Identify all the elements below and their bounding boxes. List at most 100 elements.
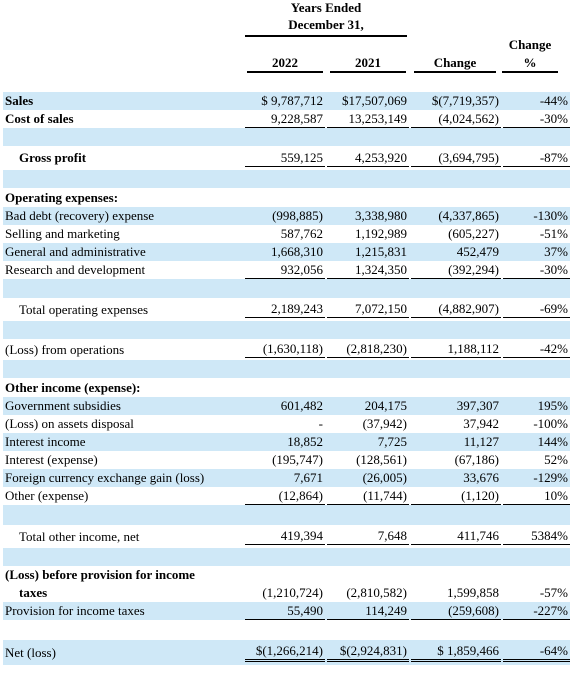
table-row: Foreign currency exchange gain (loss) 7,6… xyxy=(3,469,570,487)
spacer-row xyxy=(3,505,570,525)
cell-value: (128,561) xyxy=(356,452,407,467)
header-2022: 2022 xyxy=(247,55,323,73)
table-row: General and administrative 1,668,310 1,215… xyxy=(3,243,570,261)
cell-value: 932,056 xyxy=(245,262,325,279)
table-row: Interest (expense) (195,747) (128,561) (67,… xyxy=(3,451,570,469)
table-row: Government subsidies 601,482 204,175 397,30… xyxy=(3,397,570,415)
spacer-row xyxy=(3,548,570,566)
cell-value: - xyxy=(318,416,323,431)
table-row: Other (expense) (12,864) (11,744) (1,120) 10… xyxy=(3,487,570,505)
row-label: Selling and marketing xyxy=(5,226,120,241)
cell-value: 9,228,587 xyxy=(245,111,325,128)
row-label: Cost of sales xyxy=(5,111,74,126)
cell-value: (37,942) xyxy=(362,416,407,431)
row-label: Government subsidies xyxy=(5,398,121,413)
cell-value: 144% xyxy=(537,434,568,449)
row-label: Bad debt (recovery) expense xyxy=(5,208,155,223)
cell-value: (2,810,582) xyxy=(346,585,407,600)
cell-value: -42% xyxy=(503,341,570,358)
cell-value: (11,744) xyxy=(327,488,409,505)
table-row: Other income (expense): xyxy=(3,378,570,397)
row-label: (Loss) before provision for income xyxy=(5,567,195,582)
table-row: Selling and marketing 587,762 1,192,989 (60… xyxy=(3,225,570,243)
row-label: Gross profit xyxy=(19,150,87,165)
cell-value: 7,671 xyxy=(293,470,323,485)
spacer-row xyxy=(3,128,570,146)
row-label: (Loss) on assets disposal xyxy=(5,416,134,431)
table-row: (Loss) from operations (1,630,118) (2,818,… xyxy=(3,339,570,360)
cell-value: 7,648 xyxy=(327,528,409,545)
cell-value: (1,630,118) xyxy=(245,341,325,358)
cell-value: -51% xyxy=(539,226,568,241)
cell-value: 559,125 xyxy=(245,150,325,167)
table-row: (Loss) before provision for income xyxy=(3,566,570,584)
row-label: Operating expenses: xyxy=(5,189,119,205)
row-label: Sales xyxy=(5,93,34,108)
cell-value: $(1,266,214) xyxy=(245,643,325,662)
row-label: (Loss) from operations xyxy=(5,341,125,357)
table-row: taxes (1,210,724) (2,810,582) 1,599,858 -57% xyxy=(3,584,570,602)
table-row: Sales $ 9,787,712 $17,507,069 $(7,719,357) -… xyxy=(3,92,570,110)
cell-value: 33,676 xyxy=(463,470,499,485)
spacer-row xyxy=(3,620,570,640)
cell-value: 37,942 xyxy=(463,416,499,431)
header-change: Change xyxy=(414,55,496,73)
table-row: Operating expenses: xyxy=(3,188,570,207)
cell-value: 4,253,920 xyxy=(327,150,409,167)
table-row: Net (loss) $(1,266,214) $(2,924,831) $ 1,85… xyxy=(3,640,570,665)
spacer-row xyxy=(3,321,570,339)
header-date: December 31, xyxy=(245,17,407,37)
cell-value: 3,338,980 xyxy=(355,208,407,223)
header-pct: % xyxy=(502,55,558,73)
table-row: Research and development 932,056 1,324,350… xyxy=(3,261,570,279)
table-row: Cost of sales 9,228,587 13,253,149 (4,024,5… xyxy=(3,110,570,128)
cell-value: -130% xyxy=(533,208,568,223)
cell-value: 7,725 xyxy=(377,434,407,449)
cell-value: -129% xyxy=(533,470,568,485)
cell-value: (4,882,907) xyxy=(411,301,501,318)
spacer-row xyxy=(3,279,570,298)
row-label: Interest income xyxy=(5,434,86,449)
row-label: taxes xyxy=(19,585,48,600)
cell-value: 1,192,989 xyxy=(355,226,407,241)
row-label: Total operating expenses xyxy=(19,301,149,317)
cell-value: (3,694,795) xyxy=(411,150,501,167)
cell-value: $ 9,787,712 xyxy=(261,93,323,108)
cell-value: -64% xyxy=(503,643,570,662)
table-row: Total other income, net 419,394 7,648 411,7… xyxy=(3,525,570,548)
row-label: Net (loss) xyxy=(5,644,56,660)
row-label: Interest (expense) xyxy=(5,452,98,467)
header-change-pct: Change xyxy=(508,37,552,52)
cell-value: 601,482 xyxy=(280,398,323,413)
row-label: Other income (expense): xyxy=(5,379,141,395)
cell-value: (998,885) xyxy=(272,208,323,223)
cell-value: -57% xyxy=(539,585,568,600)
cell-value: 411,746 xyxy=(411,528,501,545)
table-row: Interest income 18,852 7,725 11,127 144% xyxy=(3,433,570,451)
cell-value: 1,668,310 xyxy=(271,244,323,259)
cell-value: 419,394 xyxy=(245,528,325,545)
cell-value: (195,747) xyxy=(272,452,323,467)
row-label: Other (expense) xyxy=(5,488,89,503)
cell-value: -44% xyxy=(539,93,568,108)
cell-value: (259,608) xyxy=(411,603,501,620)
header-years-ended: Years Ended xyxy=(290,0,362,15)
spacer-row xyxy=(3,170,570,188)
cell-value: 452,479 xyxy=(456,244,499,259)
cell-value: (4,337,865) xyxy=(438,208,499,223)
cell-value: (12,864) xyxy=(245,488,325,505)
cell-value: 195% xyxy=(537,398,568,413)
cell-value: 1,599,858 xyxy=(447,585,499,600)
cell-value: 18,852 xyxy=(287,434,323,449)
cell-value: 114,249 xyxy=(327,603,409,620)
cell-value: -69% xyxy=(503,301,570,318)
cell-value: -30% xyxy=(503,262,570,279)
cell-value: (26,005) xyxy=(362,470,407,485)
spacer-row xyxy=(3,360,570,378)
table-row: Gross profit 559,125 4,253,920 (3,694,795) -… xyxy=(3,146,570,170)
cell-value: -100% xyxy=(533,416,568,431)
row-label: Total other income, net xyxy=(19,528,140,544)
cell-value: (1,210,724) xyxy=(262,585,323,600)
cell-value: 5384% xyxy=(503,528,570,545)
